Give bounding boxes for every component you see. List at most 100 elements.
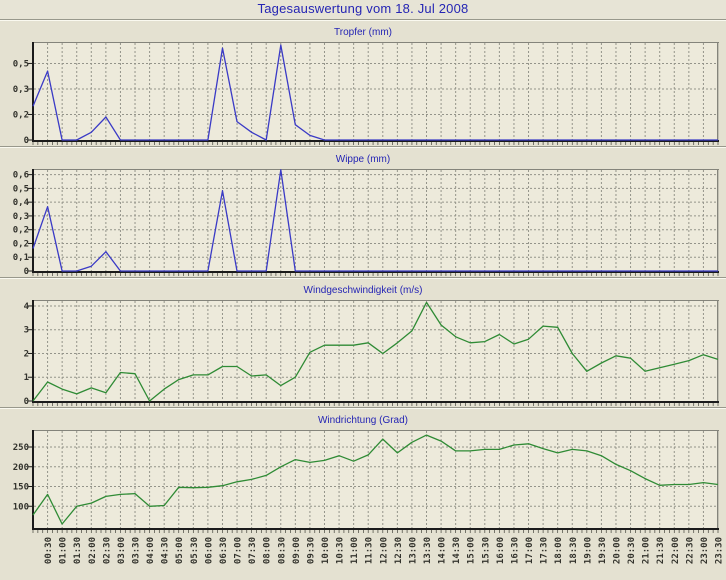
x-tick-label: 16:30 (511, 537, 521, 564)
y-tick-label: 0,5 (13, 59, 29, 69)
chart-plot: 250 200 150 100 (13, 430, 719, 533)
x-tick-label: 22:30 (685, 537, 695, 564)
plot-top-border (32, 300, 719, 301)
plot-background (32, 300, 719, 403)
x-tick-label: 04:00 (146, 537, 156, 564)
y-tick-label: 0,2 (13, 226, 29, 236)
panel-divider (0, 407, 726, 409)
x-tick-label: 13:30 (423, 537, 433, 564)
y-tick-label: 0 (24, 136, 29, 146)
y-tick-label: 250 (13, 443, 29, 453)
chart-title: Windgeschwindigkeit (m/s) (303, 285, 423, 296)
x-tick-label: 05:00 (175, 537, 185, 564)
y-tick-label: 0 (24, 397, 29, 407)
x-tick-label: 02:30 (102, 537, 112, 564)
x-tick-label: 06:30 (219, 537, 229, 564)
panel-divider (0, 146, 726, 148)
plot-top-border (32, 42, 719, 43)
page-title: Tagesauswertung vom 18. Jul 2008 (257, 1, 469, 16)
x-axis-tick-comb (32, 403, 719, 406)
y-tick-label: 0,6 (13, 171, 29, 181)
y-tick-label: 0,5 (13, 184, 29, 194)
chart-plot: 0,6 0,5 0,4 0,3 0,2 0,2 0,1 0 (13, 169, 719, 277)
x-tick-label: 03:00 (117, 537, 127, 564)
x-tick-label: 10:30 (336, 537, 346, 564)
x-axis-tick-comb (32, 530, 719, 533)
plot-right-border (717, 430, 719, 530)
x-tick-label: 03:30 (132, 537, 142, 564)
y-tick-label: 0,3 (13, 85, 29, 95)
data-line (32, 301, 719, 402)
x-axis (32, 271, 719, 273)
y-tick-label: 0,2 (13, 239, 29, 249)
y-tick-label: 0,4 (13, 198, 30, 208)
x-tick-label: 05:30 (190, 537, 200, 564)
chart-plot: 0,5 0,3 0,2 0 (13, 42, 719, 146)
plot-background (32, 169, 719, 273)
x-tick-label: 21:30 (656, 537, 666, 564)
x-tick-label: 01:30 (73, 537, 83, 564)
x-tick-label: 23:30 (715, 537, 725, 564)
x-tick-label: 17:30 (540, 537, 550, 564)
x-tick-label: 11:30 (365, 537, 375, 564)
y-tick-label: 0 (24, 267, 29, 277)
x-tick-label: 08:00 (263, 537, 273, 564)
y-tick-label: 150 (13, 483, 29, 493)
plot-background (32, 42, 719, 142)
x-tick-label: 01:00 (59, 537, 69, 564)
x-tick-label: 14:00 (438, 537, 448, 564)
plot-top-border (32, 430, 719, 431)
y-tick-label: 200 (13, 463, 29, 473)
y-tick-label: 0,1 (13, 253, 29, 263)
x-tick-label: 19:30 (598, 537, 608, 564)
chart-plot: 4 3 2 1 0 (24, 300, 719, 407)
x-tick-label: 14:30 (452, 537, 462, 564)
y-tick-label: 0,2 (13, 110, 29, 120)
page-header: Tagesauswertung vom 18. Jul 2008 (0, 0, 726, 19)
x-axis-tick-comb (32, 142, 719, 145)
x-tick-label: 18:30 (569, 537, 579, 564)
data-line (32, 44, 718, 141)
x-tick-label: 00:30 (44, 537, 54, 564)
x-tick-label: 13:00 (408, 537, 418, 564)
x-axis-label-row: 00:30 01:00 01:30 02:00 02:30 03:00 03:30 04:00… (44, 537, 725, 564)
x-tick-label: 10:00 (321, 537, 331, 564)
header-divider (0, 19, 726, 21)
data-line (32, 434, 719, 525)
chart-panel-3: Windgeschwindigkeit (m/s) 4 3 2 1 0 (0, 279, 726, 407)
x-tick-label: 07:30 (248, 537, 258, 564)
x-tick-label: 09:00 (292, 537, 302, 564)
y-tick-label: 2 (24, 349, 29, 359)
x-tick-label: 11:00 (350, 537, 360, 564)
y-tick-label: 1 (24, 373, 29, 383)
y-axis (32, 430, 34, 530)
y-tick-label: 3 (24, 326, 29, 336)
x-tick-label: 09:30 (306, 537, 316, 564)
plot-right-border (717, 42, 719, 142)
panel-divider (0, 277, 726, 279)
x-tick-label: 15:30 (481, 537, 491, 564)
plot-top-border (32, 169, 719, 170)
data-line (32, 169, 718, 272)
x-tick-label: 12:30 (394, 537, 404, 564)
chart-panel-4: Windrichtung (Grad) 250 200 150 100 (0, 409, 726, 534)
x-tick-label: 23:00 (700, 537, 710, 564)
plot-right-border (717, 300, 719, 403)
x-tick-label: 15:00 (467, 537, 477, 564)
x-tick-label: 20:00 (613, 537, 623, 564)
chart-title: Wippe (mm) (335, 154, 391, 165)
x-tick-label: 02:00 (88, 537, 98, 564)
x-axis (32, 528, 719, 530)
chart-panel-2: Wippe (mm) 0,6 0,5 0,4 0,3 0,2 0,2 0,1 0 (0, 148, 726, 277)
x-axis (32, 401, 719, 403)
x-tick-label: 22:00 (671, 537, 681, 564)
x-axis (32, 140, 719, 142)
y-tick-label: 100 (13, 502, 29, 512)
charts-container: Tropfer (mm) 0,5 0,3 0,2 0 Wippe (mm) 0,6 0,5 0,… (0, 21, 726, 534)
x-tick-label: 17:00 (525, 537, 535, 564)
x-tick-label: 19:00 (583, 537, 593, 564)
y-axis (32, 169, 34, 273)
y-tick-label: 4 (24, 302, 30, 312)
plot-right-border (717, 169, 719, 273)
